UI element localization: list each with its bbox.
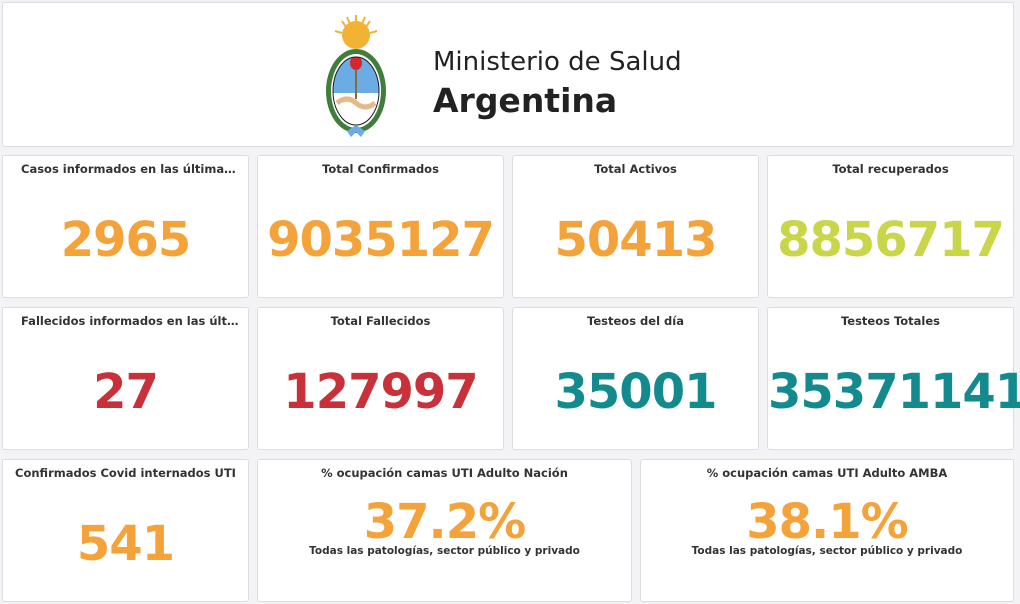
panel-title: Confirmados Covid internados UTI [15,466,236,480]
stat-panel-tests-today: Testeos del día 35001 [512,307,759,450]
stat-panel-total-active: Total Activos 50413 [512,155,759,298]
panel-title: % ocupación camas UTI Adulto Nación [321,466,568,480]
stat-value: 37.2% [363,494,527,550]
stat-panel-cases-24h: Casos informados en las últimas 24 horas… [2,155,249,298]
stat-value: 541 [76,516,175,572]
stat-value: 127997 [283,364,478,420]
stat-value: 35371141 [768,364,1020,420]
stat-value: 9035127 [267,212,495,268]
panel-title: % ocupación camas UTI Adulto AMBA [706,466,948,480]
stat-panel-icu-covid: Confirmados Covid internados UTI 541 [2,459,249,602]
stat-value: 50413 [554,212,718,268]
panel-title: Total recuperados [832,162,949,176]
panel-title: Total Activos [594,162,677,176]
stat-subtitle: Todas las patologías, sector público y p… [691,545,963,557]
stat-panel-icu-occupancy-amba: % ocupación camas UTI Adulto AMBA 38.1% … [640,459,1014,602]
country-name: Argentina [433,81,618,120]
stat-value: 38.1% [746,494,909,550]
argentina-coat-of-arms-logo [326,15,386,137]
stat-panel-deaths-24h: Fallecidos informados en las últimas 24 … [2,307,249,450]
ministry-name: Ministerio de Salud [433,47,682,77]
stat-panel-total-deaths: Total Fallecidos 127997 [257,307,504,450]
panel-title: Total Fallecidos [330,314,431,328]
panel-title: Casos informados en las últimas 24 horas [21,162,240,176]
stat-panel-tests-total: Testeos Totales 35371141 [767,307,1020,450]
stat-subtitle: Todas las patologías, sector público y p… [309,545,580,557]
stat-panel-total-confirmed: Total Confirmados 9035127 [257,155,504,298]
panel-title: Total Confirmados [322,162,439,176]
stat-panel-icu-occupancy-nation: % ocupación camas UTI Adulto Nación 37.2… [257,459,632,602]
stat-value: 27 [93,364,159,420]
header-panel: Ministerio de Salud Argentina [2,2,1014,147]
stat-panel-total-recovered: Total recuperados 8856717 [767,155,1014,298]
stat-value: 2965 [60,212,192,268]
stat-value: 35001 [554,364,718,420]
stat-value: 8856717 [777,212,1005,268]
panel-title: Testeos del día [587,314,684,328]
panel-title: Testeos Totales [840,314,941,328]
panel-title: Fallecidos informados en las últimas 24 … [21,314,240,328]
